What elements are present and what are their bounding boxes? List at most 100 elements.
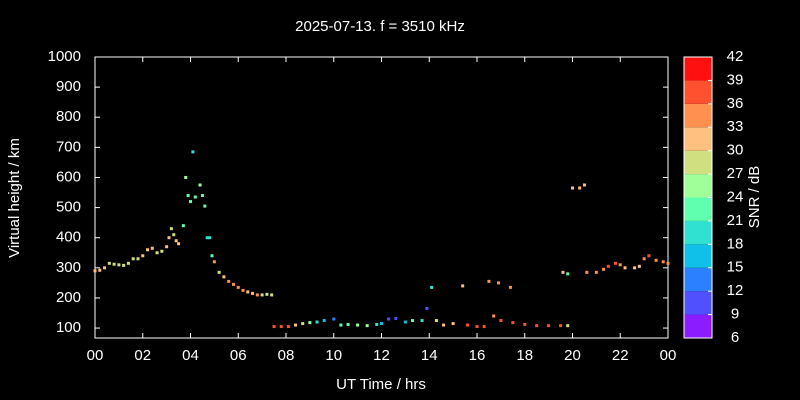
data-point (434, 319, 438, 323)
colorbar-tick-label: 30 (727, 142, 744, 159)
data-point (279, 325, 283, 329)
colorbar-tick-label: 21 (727, 212, 744, 229)
x-tick-label: 22 (612, 347, 629, 364)
data-point (420, 319, 424, 323)
colorbar-tick-label: 33 (727, 118, 744, 135)
data-point (265, 292, 269, 296)
x-tick-label: 12 (373, 347, 390, 364)
data-point (165, 245, 169, 249)
data-point (451, 322, 455, 326)
data-point (212, 260, 216, 264)
y-tick-label: 500 (56, 199, 81, 216)
data-point (508, 285, 512, 289)
data-point (661, 260, 665, 264)
colorbar-tick-label: 12 (727, 282, 744, 299)
data-point (169, 227, 173, 231)
data-point (107, 261, 111, 265)
data-point (251, 291, 255, 295)
data-point (346, 322, 350, 326)
colorbar-swatch (684, 244, 712, 268)
data-point (246, 290, 250, 294)
data-point (637, 264, 641, 268)
x-tick-label: 08 (278, 347, 295, 364)
x-tick-label: 00 (87, 347, 104, 364)
data-point (93, 269, 97, 273)
data-point (186, 194, 190, 198)
data-point (146, 248, 150, 252)
x-tick-label: 14 (421, 347, 438, 364)
colorbar-tick-label: 6 (731, 329, 739, 346)
data-point (442, 323, 446, 327)
data-point (98, 268, 102, 272)
data-point (523, 322, 527, 326)
data-point (535, 324, 539, 328)
y-tick-label: 300 (56, 259, 81, 276)
data-point (270, 293, 274, 297)
data-point (602, 267, 606, 271)
y-tick-label: 200 (56, 289, 81, 306)
colorbar-tick-label: 27 (727, 165, 744, 182)
x-tick-label: 02 (134, 347, 151, 364)
data-point (403, 320, 407, 324)
data-point (425, 306, 429, 310)
data-point (566, 272, 570, 276)
data-point (181, 224, 185, 228)
data-point (315, 320, 319, 324)
y-tick-label: 800 (56, 108, 81, 125)
data-point (236, 285, 240, 289)
data-point (193, 195, 197, 199)
colorbar-tick-label: 9 (731, 306, 739, 323)
colorbar-tick-label: 15 (727, 259, 744, 276)
data-point (210, 254, 214, 258)
data-point (198, 183, 202, 187)
colorbar-swatch (684, 150, 712, 175)
data-point (191, 150, 195, 154)
data-point (117, 263, 121, 267)
y-tick-label: 100 (56, 319, 81, 336)
data-point (222, 275, 226, 279)
data-point (647, 254, 651, 258)
data-point (150, 246, 154, 250)
colorbar-swatch (684, 267, 712, 292)
data-point (308, 321, 312, 325)
data-point (112, 262, 116, 266)
colorbar-tick-label: 24 (727, 188, 744, 205)
x-axis-label: UT Time / hrs (336, 376, 426, 393)
chart-title: 2025-07-13. f = 3510 kHz (295, 18, 465, 35)
data-point (430, 285, 434, 289)
y-tick-label: 900 (56, 78, 81, 95)
data-point (103, 266, 107, 270)
data-point (231, 282, 235, 286)
colorbar-swatch (684, 174, 712, 198)
data-point (487, 279, 491, 283)
colorbar-label: SNR / dB (746, 166, 763, 229)
data-point (561, 270, 565, 274)
data-point (322, 319, 326, 323)
data-point (136, 257, 140, 261)
x-tick-label: 06 (230, 347, 247, 364)
x-tick-label: 00 (660, 347, 677, 364)
data-point (208, 236, 212, 240)
data-point (184, 175, 188, 179)
data-point (499, 319, 503, 323)
data-point (356, 323, 360, 327)
data-point (475, 325, 479, 329)
data-point (375, 322, 379, 326)
data-point (511, 321, 515, 325)
data-point (217, 270, 221, 274)
data-point (461, 284, 465, 288)
colorbar-swatch (684, 220, 712, 245)
y-tick-label: 700 (56, 138, 81, 155)
data-point (286, 325, 290, 329)
data-point (174, 239, 178, 243)
data-point (578, 186, 582, 190)
data-point (492, 314, 496, 318)
y-tick-label: 400 (56, 229, 81, 246)
y-tick-label: 1000 (48, 48, 81, 65)
data-point (260, 293, 264, 297)
data-point (666, 261, 670, 265)
data-point (559, 324, 563, 328)
data-point (582, 183, 586, 187)
colorbar-swatch (684, 80, 712, 104)
